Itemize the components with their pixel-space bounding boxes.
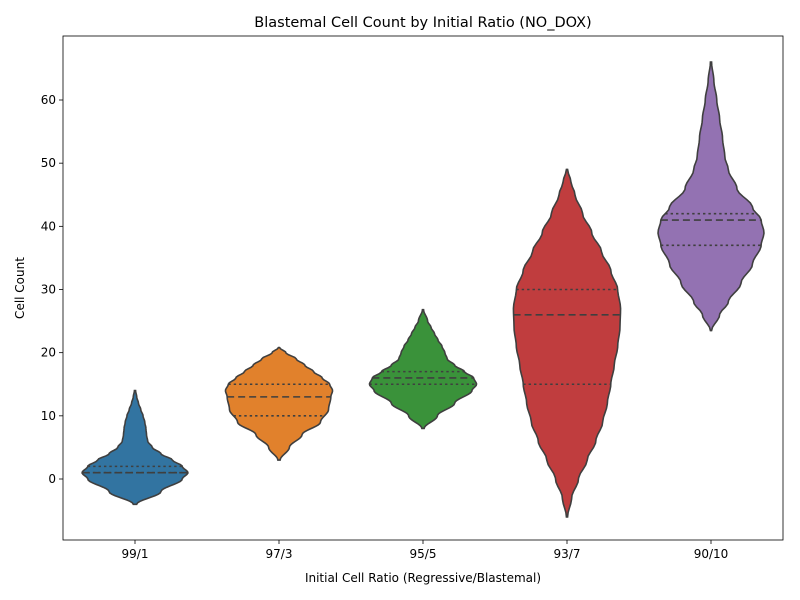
y-tick-label: 10 [41, 409, 56, 423]
chart-title: Blastemal Cell Count by Initial Ratio (N… [254, 15, 591, 31]
x-axis-title: Initial Cell Ratio (Regressive/Blastemal… [305, 571, 541, 585]
x-tick-label: 97/3 [266, 547, 293, 561]
y-ticks: 0 10 20 30 40 50 60 [41, 93, 63, 486]
y-tick-label: 0 [48, 472, 56, 486]
x-tick-label: 95/5 [410, 547, 437, 561]
y-axis-title: Cell Count [13, 257, 27, 319]
violin-body [657, 61, 765, 332]
y-tick-label: 40 [41, 219, 56, 233]
x-tick-label: 99/1 [122, 547, 149, 561]
y-tick-label: 20 [41, 346, 56, 360]
violin-97-3 [224, 346, 334, 461]
violin-95-5 [368, 308, 478, 430]
violin-body [224, 346, 334, 461]
violin-90-10 [657, 61, 765, 332]
plot-background [63, 36, 783, 540]
x-tick-label: 93/7 [554, 547, 581, 561]
violin-body [81, 389, 189, 506]
y-tick-label: 60 [41, 93, 56, 107]
plot-frame [62, 35, 784, 541]
y-tick-label: 30 [41, 283, 56, 297]
x-tick-label: 90/10 [694, 547, 729, 561]
violin-body [368, 308, 478, 430]
violin-93-7 [512, 168, 622, 518]
violin-99-1 [81, 389, 189, 506]
x-ticks: 99/1 97/3 95/5 93/7 90/10 [122, 540, 729, 561]
violin-body [512, 168, 622, 518]
violins-layer [81, 61, 765, 518]
y-tick-label: 50 [41, 156, 56, 170]
